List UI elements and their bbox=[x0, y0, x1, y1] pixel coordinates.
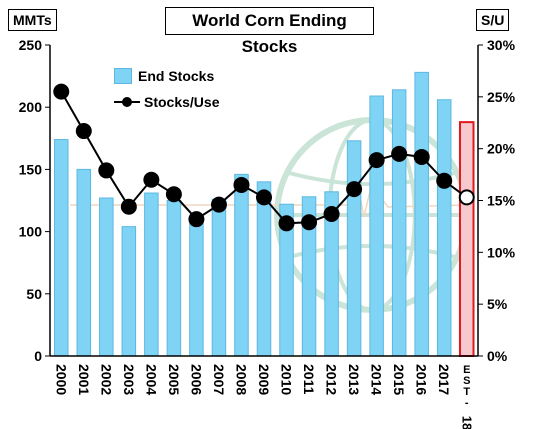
stocks-use-point bbox=[53, 83, 70, 100]
legend-item-stocks-use: Stocks/Use bbox=[114, 92, 219, 112]
stocks-use-point bbox=[278, 215, 295, 232]
left-tick-label: 100 bbox=[19, 224, 43, 240]
stocks-use-point bbox=[98, 162, 115, 179]
stocks-use-point bbox=[323, 205, 340, 222]
x-tick-label-estimate-part: S bbox=[463, 375, 470, 387]
right-tick-label: 20% bbox=[487, 141, 516, 157]
stocks-use-point bbox=[143, 171, 160, 188]
bar bbox=[346, 140, 362, 357]
bar bbox=[189, 218, 204, 357]
x-tick-label-estimate-part: - bbox=[465, 397, 469, 409]
left-tick-label: 200 bbox=[19, 99, 43, 115]
stocks-use-line-layer bbox=[53, 83, 475, 232]
stocks-use-point bbox=[188, 211, 205, 228]
bar bbox=[99, 197, 114, 357]
x-tick-label: 2000 bbox=[53, 364, 69, 395]
x-tick-label-estimate-part: 18 bbox=[460, 416, 475, 429]
bar bbox=[391, 89, 407, 357]
x-tick-label-estimate-part: T bbox=[463, 386, 470, 398]
x-tick-label: 2017 bbox=[436, 364, 452, 395]
bar bbox=[144, 192, 159, 357]
x-tick-label: 2005 bbox=[166, 364, 182, 395]
right-tick-label: 30% bbox=[487, 37, 516, 53]
bar bbox=[211, 198, 227, 357]
left-axis-unit: MMTs bbox=[8, 9, 57, 31]
bar bbox=[234, 173, 249, 357]
legend-item-end-stocks: End Stocks bbox=[114, 66, 214, 86]
x-tick-label-estimate-part: E bbox=[463, 364, 470, 376]
stocks-use-point-estimate bbox=[458, 189, 475, 206]
stocks-use-point bbox=[233, 176, 250, 193]
x-tick-label: 2001 bbox=[76, 364, 92, 395]
x-tick-label: 2014 bbox=[369, 364, 385, 395]
legend-line-marker bbox=[114, 95, 140, 109]
stocks-use-point bbox=[368, 152, 385, 169]
stocks-use-point bbox=[413, 148, 430, 165]
left-tick-label: 250 bbox=[19, 37, 43, 53]
bar bbox=[76, 168, 92, 357]
x-tick-label: 2016 bbox=[414, 364, 430, 395]
left-tick-label: 150 bbox=[19, 161, 43, 177]
legend-bar-swatch bbox=[114, 68, 132, 84]
stocks-use-point bbox=[210, 196, 227, 213]
right-tick-label: 10% bbox=[487, 244, 516, 260]
stocks-use-point bbox=[391, 145, 408, 162]
bar-estimate bbox=[458, 121, 475, 357]
chart-title: World Corn Ending Stocks bbox=[165, 7, 374, 56]
left-tick-label: 0 bbox=[34, 348, 42, 364]
bar bbox=[369, 95, 384, 357]
stocks-use-point bbox=[256, 189, 272, 206]
x-tick-label: 2015 bbox=[391, 364, 407, 395]
x-tick-label-estimate: EST- 18 bbox=[460, 364, 475, 429]
bar bbox=[166, 200, 182, 357]
legend-label-stocks-use: Stocks/Use bbox=[144, 94, 220, 110]
axes-layer bbox=[45, 44, 483, 357]
right-axis-unit: S/U bbox=[476, 9, 510, 31]
left-tick-label: 50 bbox=[26, 286, 42, 302]
right-tick-label: 25% bbox=[487, 89, 516, 105]
x-tick-label: 2006 bbox=[188, 364, 204, 395]
x-tick-label: 2002 bbox=[98, 364, 114, 395]
right-tick-label: 0% bbox=[487, 348, 508, 364]
x-tick-label: 2004 bbox=[143, 364, 159, 395]
tick-labels-layer: 0 50 100 150 200 250 0% 5% 10% 15% 20% 25% 30% 2000 20… bbox=[19, 37, 516, 429]
stocks-use-point bbox=[436, 172, 453, 189]
right-tick-label: 15% bbox=[487, 193, 516, 209]
x-tick-label: 2009 bbox=[256, 364, 272, 395]
legend-label-end-stocks: End Stocks bbox=[138, 68, 215, 84]
bar bbox=[54, 139, 69, 357]
x-tick-label: 2010 bbox=[279, 364, 295, 395]
x-tick-label: 2007 bbox=[211, 364, 227, 395]
bar bbox=[436, 99, 452, 357]
stocks-use-point bbox=[120, 198, 137, 215]
stocks-use-point bbox=[301, 214, 318, 231]
x-tick-label: 2012 bbox=[324, 364, 340, 395]
stocks-use-point bbox=[75, 123, 92, 140]
x-tick-label: 2003 bbox=[121, 364, 137, 395]
bar bbox=[121, 226, 137, 357]
right-tick-label: 5% bbox=[487, 296, 508, 312]
stocks-use-point bbox=[346, 181, 363, 198]
x-tick-label: 2013 bbox=[346, 364, 362, 395]
stocks-use-point bbox=[165, 186, 182, 203]
bar bbox=[256, 181, 272, 357]
bar bbox=[414, 71, 429, 357]
x-tick-label: 2011 bbox=[301, 364, 317, 395]
legend: End Stocks Stocks/Use bbox=[108, 62, 226, 118]
x-tick-label: 2008 bbox=[233, 364, 249, 395]
